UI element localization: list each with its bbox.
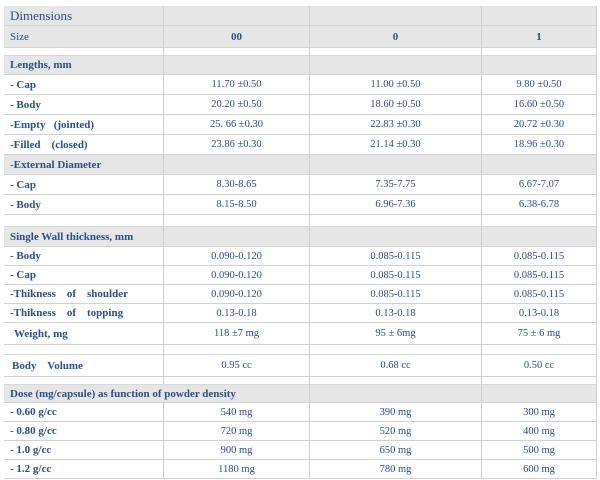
table-row: - 0.60 g/cc 540 mg 390 mg 300 mg [4,403,597,422]
table-row: - 0.80 g/cc 720 mg 520 mg 400 mg [4,422,597,441]
table-row: -Thikness of shoulder 0.090-0.120 0.085-… [4,285,597,304]
spacer-row [4,48,597,56]
table-row: -Filled (closed) 23.86 ±0.30 21.14 ±0.30… [4,135,597,155]
row-label: Weight, mg [4,323,164,345]
spacer-row [4,377,597,385]
row-label: - 0.60 g/cc [4,403,164,422]
header-row: Size 00 0 1 [4,26,597,48]
header-col-0: 0 [310,26,482,48]
row-label: Body Volume [4,355,164,377]
spacer-row [4,215,597,227]
row-label: - Body [4,247,164,266]
table-row: - 1.2 g/cc 1180 mg 780 mg 600 mg [4,460,597,479]
dimensions-table: Dimensions Size 00 0 1 Lengths, mm - Cap… [4,6,597,479]
row-label: - Body [4,95,164,115]
row-label: - 1.2 g/cc [4,460,164,479]
header-size-label: Size [4,26,164,48]
row-label: -Thikness of shoulder [4,285,164,304]
table-row: -Empty (jointed) 25. 66 ±0.30 22.83 ±0.3… [4,115,597,135]
section-header-dose: Dose (mg/capsule) as function of powder … [4,385,597,403]
table-row: - Body 20.20 ±0.50 18.60 ±0.50 16.60 ±0.… [4,95,597,115]
header-col-00: 00 [164,26,310,48]
section-header-lengths: Lengths, mm [4,56,597,75]
row-label: -Empty (jointed) [4,115,164,135]
table-row: Weight, mg 118 ±7 mg 95 ± 6mg 75 ± 6 mg [4,323,597,345]
table-row: - Body 8.15-8.50 6.96-7.36 6.38-6.78 [4,195,597,215]
table-row: - Cap 8.30-8.65 7.35-7.75 6.67-7.07 [4,175,597,195]
table-row: - 1.0 g/cc 900 mg 650 mg 500 mg [4,441,597,460]
row-label: -Thikness of topping [4,304,164,323]
spacer-row [4,345,597,355]
row-label: - Body [4,195,164,215]
table-row: - Cap 11.70 ±0.50 11.00 ±0.50 9.80 ±0.50 [4,75,597,95]
row-label: - Cap [4,75,164,95]
table-row: - Cap 0.090-0.120 0.085-0.115 0.085-0.11… [4,266,597,285]
table-row: - Body 0.090-0.120 0.085-0.115 0.085-0.1… [4,247,597,266]
table-title: Dimensions [4,6,164,26]
row-label: - 1.0 g/cc [4,441,164,460]
table-row: Body Volume 0.95 cc 0.68 cc 0.50 cc [4,355,597,377]
row-label: - Cap [4,175,164,195]
title-row: Dimensions [4,6,597,26]
row-label: - Cap [4,266,164,285]
header-col-1: 1 [482,26,597,48]
section-header-external-diameter: -External Diameter [4,155,597,175]
table-row: -Thikness of topping 0.13-0.18 0.13-0.18… [4,304,597,323]
row-label: -Filled (closed) [4,135,164,155]
section-header-wall-thickness: Single Wall thickness, mm [4,227,597,247]
row-label: - 0.80 g/cc [4,422,164,441]
